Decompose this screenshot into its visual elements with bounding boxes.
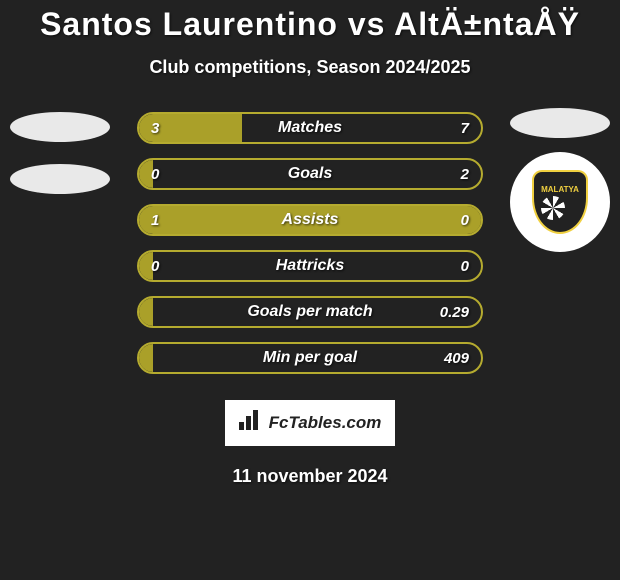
stat-label: Matches	[139, 119, 481, 137]
stat-row: Goals per match0.29	[137, 296, 483, 328]
chart-icon	[239, 410, 263, 436]
stat-value-right: 2	[461, 166, 469, 183]
stat-value-right: 409	[444, 350, 469, 367]
right-team-logos: MALATYA	[510, 108, 610, 252]
team-logo-placeholder	[510, 108, 610, 138]
team-logo-placeholder	[10, 164, 110, 194]
source-badge: FcTables.com	[225, 400, 395, 446]
stat-label: Goals	[139, 165, 481, 183]
stat-row: 1Assists0	[137, 204, 483, 236]
comparison-panel: MALATYA 3Matches70Goals21Assists00Hattri…	[0, 112, 620, 374]
stat-row: Min per goal409	[137, 342, 483, 374]
team-badge: MALATYA	[510, 152, 610, 252]
page-title: Santos Laurentino vs AltÄ±ntaÅŸ	[0, 0, 620, 43]
stat-label: Min per goal	[139, 349, 481, 367]
page-subtitle: Club competitions, Season 2024/2025	[0, 57, 620, 78]
date-line: 11 november 2024	[0, 466, 620, 487]
stat-value-right: 0	[461, 212, 469, 229]
shield-icon: MALATYA	[532, 170, 588, 234]
stat-label: Assists	[139, 211, 481, 229]
stat-value-right: 0	[461, 258, 469, 275]
left-team-logos	[10, 112, 110, 194]
stat-bars: 3Matches70Goals21Assists00Hattricks0Goal…	[137, 112, 483, 374]
ball-icon	[541, 196, 565, 220]
stat-value-right: 7	[461, 120, 469, 137]
stat-label: Hattricks	[139, 257, 481, 275]
stat-row: 3Matches7	[137, 112, 483, 144]
stat-row: 0Hattricks0	[137, 250, 483, 282]
stat-row: 0Goals2	[137, 158, 483, 190]
source-text: FcTables.com	[269, 413, 382, 433]
shield-label: MALATYA	[541, 185, 579, 220]
team-logo-placeholder	[10, 112, 110, 142]
stat-label: Goals per match	[139, 303, 481, 321]
stat-value-right: 0.29	[440, 304, 469, 321]
